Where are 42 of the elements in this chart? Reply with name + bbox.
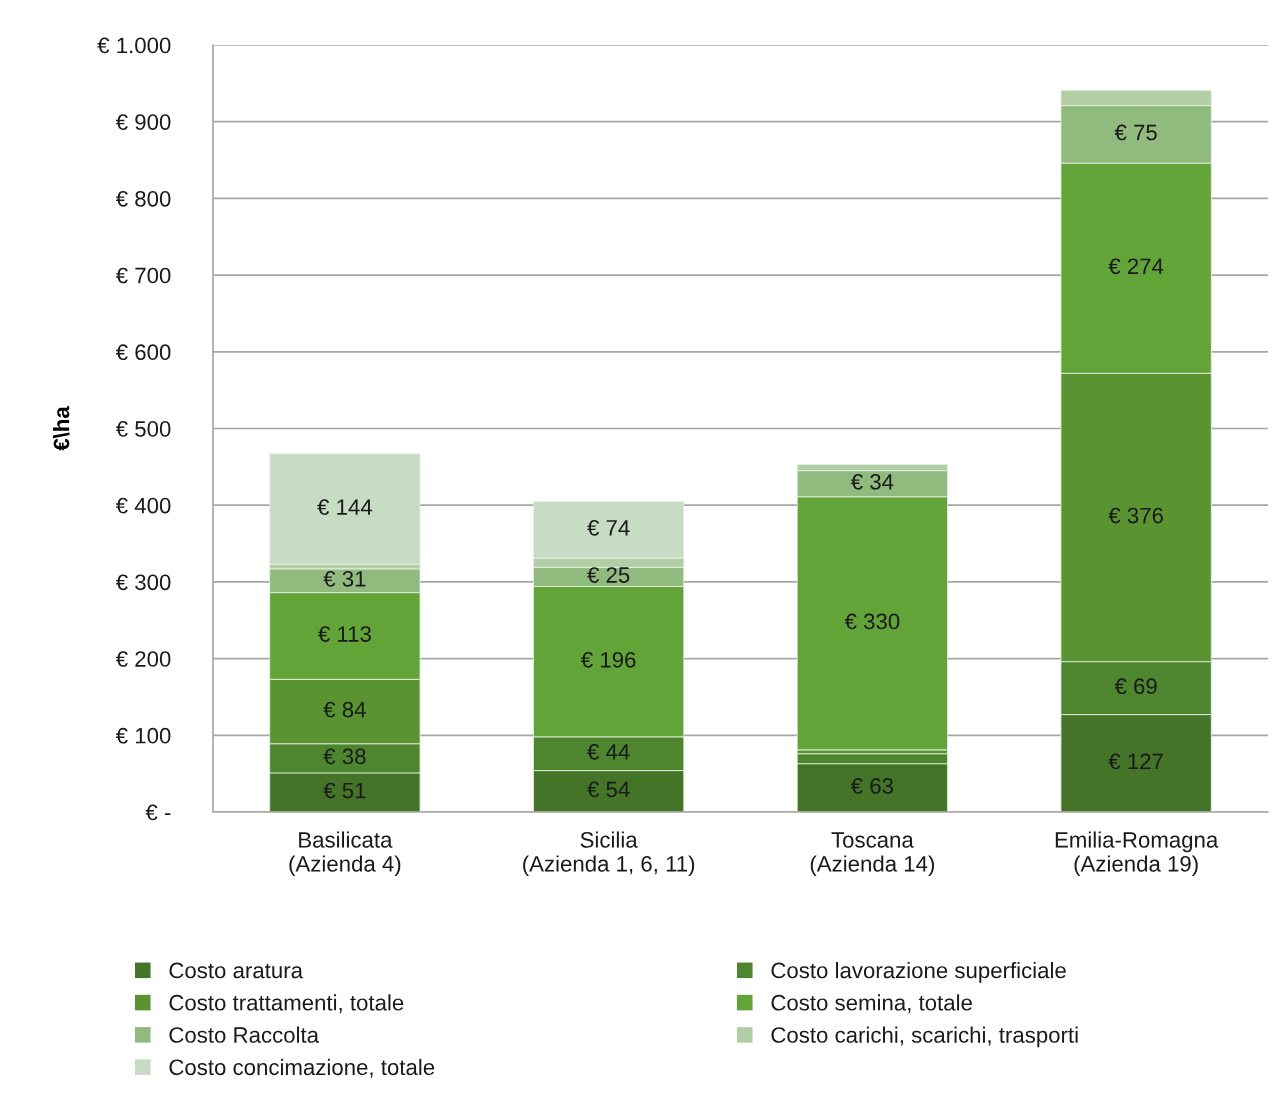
y-tick-label: € 700 (115, 267, 171, 284)
y-tick-label: € 200 (115, 651, 171, 667)
data-label: € 330 (844, 613, 900, 630)
x-tick-label: Sicilia (Azienda 1, 6, 11) (523, 831, 695, 877)
data-label: € 63 (850, 778, 894, 794)
data-label: € 51 (323, 782, 366, 799)
y-tick-label: € 1.000 (97, 37, 171, 54)
y-tick-label: € 500 (115, 421, 171, 437)
data-label: € 376 (1108, 507, 1163, 524)
legend-label: Costo semina, totale (771, 994, 972, 1014)
y-tick-label: € 300 (115, 574, 171, 591)
y-tick-label: € 600 (115, 344, 171, 361)
y-tick-label: € 800 (115, 190, 171, 207)
y-tick-label: € - (145, 804, 171, 821)
legend-label: Costo lavorazione superficiale (771, 962, 1066, 983)
x-tick-label: Emilia-Romagna (Azienda 19) (1055, 831, 1219, 877)
data-label: € 69 (1114, 678, 1157, 695)
data-label: € 127 (1108, 753, 1163, 770)
data-label: € 38 (323, 748, 366, 765)
data-label: € 44 (587, 743, 630, 760)
data-label: € 144 (317, 499, 373, 515)
y-tick-label: € 400 (115, 497, 171, 514)
data-label: € 54 (587, 781, 630, 798)
x-tick-label: Basilicata (Azienda 4) (289, 831, 401, 877)
data-label: € 31 (323, 570, 366, 587)
data-label: € 75 (1114, 124, 1157, 141)
data-label: € 274 (1108, 258, 1164, 275)
legend-label: Costo trattamenti, totale (169, 994, 404, 1014)
data-label: € 113 (318, 626, 371, 642)
data-label: € 84 (323, 701, 366, 718)
legend-label: Costo carichi, scarichi, trasporti (771, 1026, 1078, 1048)
data-label: € 74 (587, 519, 630, 536)
data-label: € 34 (850, 473, 894, 490)
data-label: € 25 (587, 567, 630, 583)
x-tick-label: Toscana (Azienda 14) (810, 832, 934, 877)
data-label: € 196 (581, 651, 636, 668)
legend-label: Costo aratura (169, 962, 303, 979)
y-axis-title: €\ha (53, 406, 70, 451)
legend-label: Costo Raccolta (169, 1026, 320, 1043)
legend-label: Costo concimazione, totale (169, 1058, 435, 1078)
y-tick-label: € 900 (115, 114, 171, 130)
y-tick-label: € 100 (115, 727, 171, 744)
